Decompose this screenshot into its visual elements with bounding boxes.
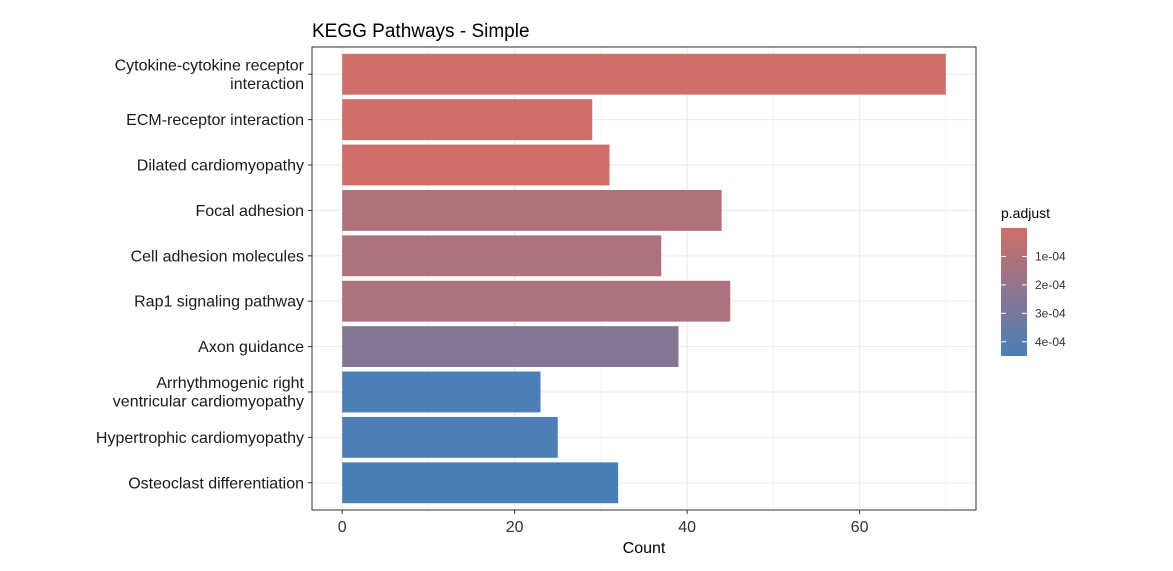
legend-colorbar xyxy=(1001,228,1027,356)
y-tick-label: ECM-receptor interaction xyxy=(126,112,304,129)
y-tick-label: Cell adhesion molecules xyxy=(131,248,304,265)
y-tick-label-line: ventricular cardiomyopathy xyxy=(113,394,304,411)
bar xyxy=(342,462,619,504)
color-legend: p.adjust 1e-04 2e-04 3e-04 4e-04 xyxy=(1001,205,1066,356)
legend-tick-label: 2e-04 xyxy=(1035,278,1066,292)
y-tick-label-line: Rap1 signaling pathway xyxy=(134,294,304,311)
bar xyxy=(342,416,558,458)
x-tick-label: 20 xyxy=(506,519,524,536)
y-tick-label-line: Dilated cardiomyopathy xyxy=(137,158,304,175)
x-tick-label: 40 xyxy=(678,519,696,536)
y-tick-label-line: Cell adhesion molecules xyxy=(131,248,304,265)
y-tick-label-line: Arrhythmogenic right xyxy=(156,375,304,392)
bar xyxy=(342,99,593,141)
x-axis: 0 20 40 60 xyxy=(338,510,869,536)
legend-tick-label: 4e-04 xyxy=(1035,335,1066,349)
y-tick-label: Arrhythmogenic right ventricular cardiomy… xyxy=(113,375,305,411)
legend-title: p.adjust xyxy=(1001,205,1050,221)
y-tick-label: Osteoclast differentiation xyxy=(128,475,304,492)
panel-border xyxy=(311,46,977,511)
y-tick-label-line: ECM-receptor interaction xyxy=(126,112,304,129)
y-tick-label-line: Hypertrophic cardiomyopathy xyxy=(96,430,304,447)
y-tick-label: Hypertrophic cardiomyopathy xyxy=(96,430,304,447)
bar xyxy=(342,326,679,368)
y-axis: Cytokine-cytokine receptor interaction ECM… xyxy=(96,57,312,492)
bars xyxy=(342,53,946,504)
y-tick-label-line: Cytokine-cytokine receptor xyxy=(115,57,305,74)
bar xyxy=(342,235,662,277)
x-axis-title: Count xyxy=(623,540,666,557)
bar xyxy=(342,280,731,322)
y-tick-label: Dilated cardiomyopathy xyxy=(137,158,304,175)
legend-tick-label: 3e-04 xyxy=(1035,306,1066,320)
y-tick-label-line: Osteoclast differentiation xyxy=(128,475,304,492)
bar xyxy=(342,144,610,186)
bar xyxy=(342,371,541,413)
bar xyxy=(342,53,946,95)
y-tick-label: Rap1 signaling pathway xyxy=(134,294,304,311)
y-tick-label: Focal adhesion xyxy=(195,203,304,220)
bar xyxy=(342,189,722,231)
y-tick-label-line: interaction xyxy=(230,76,304,93)
x-tick-label: 60 xyxy=(851,519,869,536)
y-tick-label-line: Focal adhesion xyxy=(195,203,304,220)
legend-tick-label: 1e-04 xyxy=(1035,249,1066,263)
chart-title: KEGG Pathways - Simple xyxy=(312,21,530,42)
y-tick-label: Axon guidance xyxy=(198,339,304,356)
y-tick-label-line: Axon guidance xyxy=(198,339,304,356)
x-tick-label: 0 xyxy=(338,519,347,536)
y-tick-label: Cytokine-cytokine receptor interaction xyxy=(115,57,305,93)
